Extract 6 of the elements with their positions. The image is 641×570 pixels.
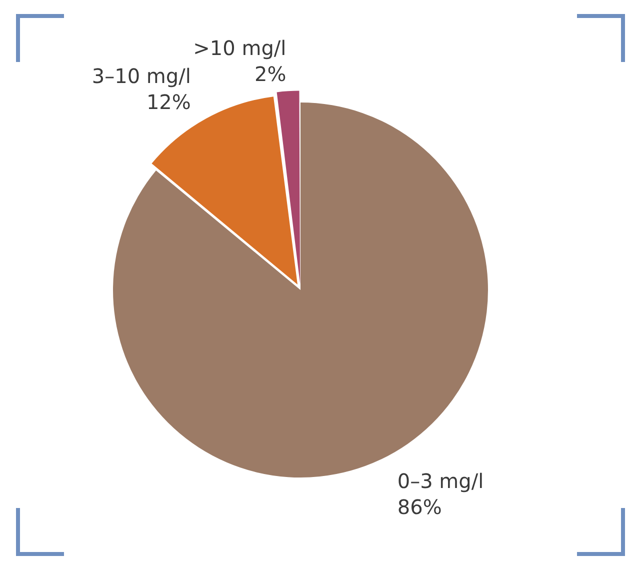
slice-label: 3–10 mg/l bbox=[92, 64, 191, 88]
data-label: 86% bbox=[397, 495, 442, 520]
data-label: 2% bbox=[254, 62, 286, 86]
slice-label: 0–3 mg/l bbox=[397, 469, 484, 494]
slice-label: >10 mg/l bbox=[193, 36, 286, 60]
data-label: 12% bbox=[146, 90, 191, 114]
